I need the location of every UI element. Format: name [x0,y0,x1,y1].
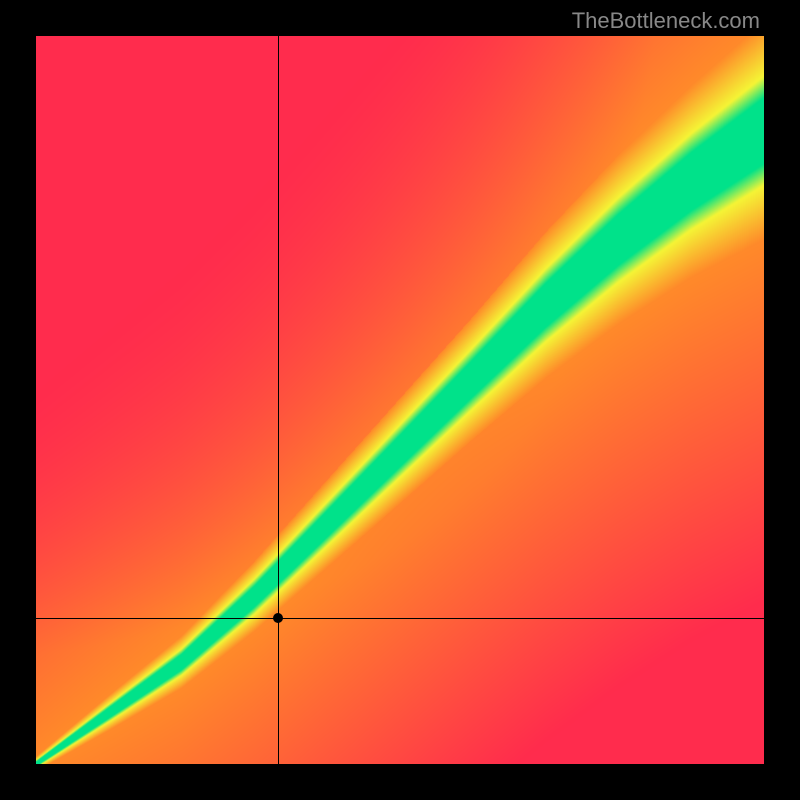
watermark-text: TheBottleneck.com [572,8,760,34]
heatmap-plot [36,36,764,764]
crosshair-marker [273,613,283,623]
heatmap-canvas [36,36,764,764]
crosshair-horizontal [36,618,764,619]
crosshair-vertical [278,36,279,764]
